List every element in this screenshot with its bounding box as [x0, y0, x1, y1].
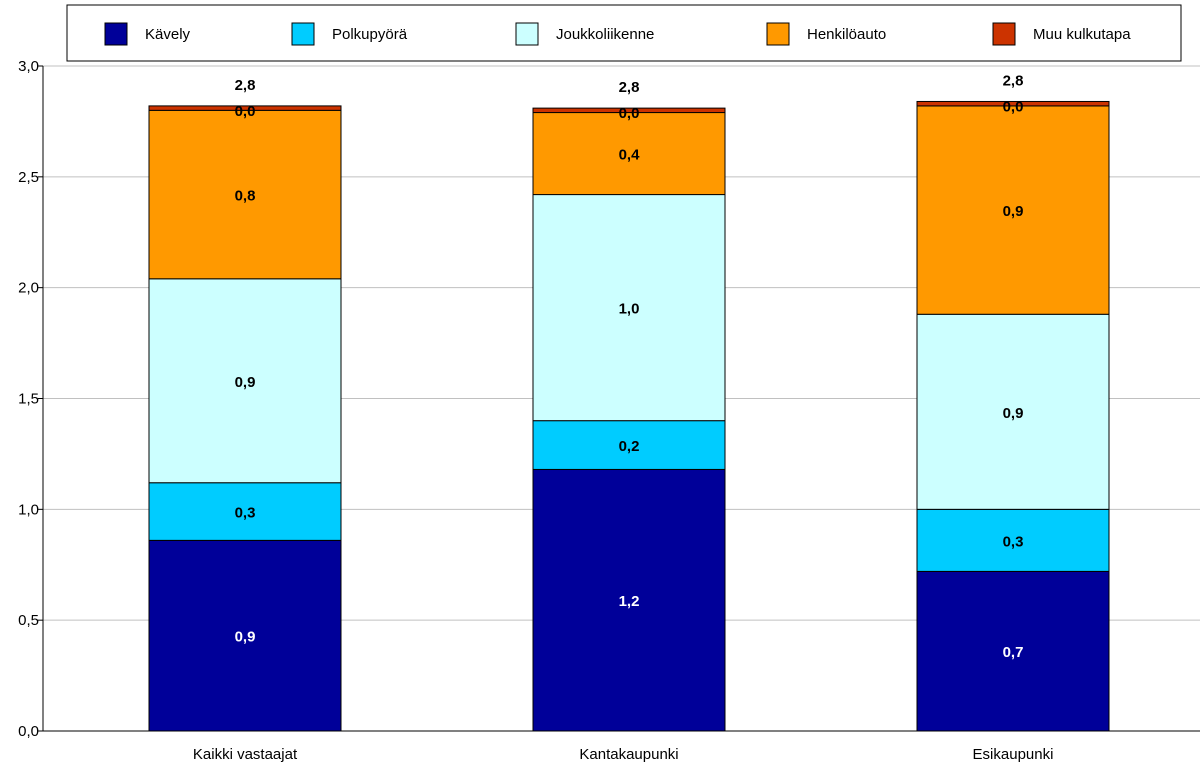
segment-value-label: 0,0	[1003, 98, 1024, 115]
bar-segment	[532, 420, 726, 470]
bar-segment	[916, 100, 1110, 107]
legend-swatch	[291, 22, 315, 46]
y-tick-label: 0,5	[18, 612, 39, 629]
x-tick-label: Esikaupunki	[973, 746, 1054, 763]
y-tick-label: 1,5	[18, 391, 39, 408]
legend-swatch	[992, 22, 1016, 46]
bar-segment	[532, 107, 726, 114]
segment-value-label: 0,7	[1003, 644, 1024, 661]
y-tick-label: 0,0	[18, 723, 39, 740]
bar-segment	[916, 570, 1110, 732]
segment-value-label: 0,2	[619, 438, 640, 455]
segment-value-label: 1,2	[619, 593, 640, 610]
legend-entry: Muu kulkutapa	[1033, 26, 1131, 43]
bar-segment	[148, 482, 342, 541]
segment-value-label: 0,9	[235, 374, 256, 391]
legend-entry: Henkilöauto	[807, 26, 886, 43]
bar-segment	[916, 313, 1110, 510]
segment-value-label: 0,3	[1003, 533, 1024, 550]
bar-segment	[148, 278, 342, 484]
segment-value-label: 0,0	[235, 103, 256, 120]
bar-segment	[532, 194, 726, 422]
legend-entry: Polkupyörä	[332, 26, 408, 43]
legend-swatch	[766, 22, 790, 46]
segment-value-label: 0,8	[235, 188, 256, 205]
bar-segment	[916, 508, 1110, 572]
y-tick-label: 2,5	[18, 169, 39, 186]
y-tick-label: 2,0	[18, 280, 39, 297]
total-value-label: 2,8	[235, 77, 256, 94]
legend-entry: Kävely	[145, 26, 191, 43]
x-tick-label: Kantakaupunki	[579, 746, 678, 763]
bar-segment	[148, 109, 342, 280]
segment-value-label: 0,9	[235, 629, 256, 646]
total-value-label: 2,8	[619, 79, 640, 96]
legend-swatch	[515, 22, 539, 46]
segment-value-label: 0,4	[619, 147, 641, 164]
bar-segment	[148, 539, 342, 732]
segment-value-label: 1,0	[619, 301, 640, 318]
bars	[148, 100, 1110, 732]
segment-value-label: 0,9	[1003, 405, 1024, 422]
segment-value-label: 0,9	[1003, 203, 1024, 220]
x-tick-label: Kaikki vastaajat	[193, 746, 298, 763]
bar-segment	[532, 112, 726, 196]
legend-entry: Joukkoliikenne	[556, 26, 654, 43]
y-tick-label: 3,0	[18, 58, 39, 75]
bar-segment	[916, 105, 1110, 315]
y-tick-label: 1,0	[18, 501, 39, 518]
bar-segment	[148, 105, 342, 111]
data-labels: 0,9 0,3 0,9 0,8 0,0 2,8 1,2 0,2 1,0 0,4 0,0 2,8 0,7 0…	[235, 72, 1024, 661]
bar-segment	[532, 468, 726, 732]
legend: Kävely Polkupyörä Joukkoliikenne Henkilöaut…	[66, 4, 1182, 62]
segment-value-label: 0,0	[619, 105, 640, 122]
segment-value-label: 0,3	[235, 505, 256, 522]
legend-swatch	[104, 22, 128, 46]
total-value-label: 2,8	[1003, 72, 1024, 89]
